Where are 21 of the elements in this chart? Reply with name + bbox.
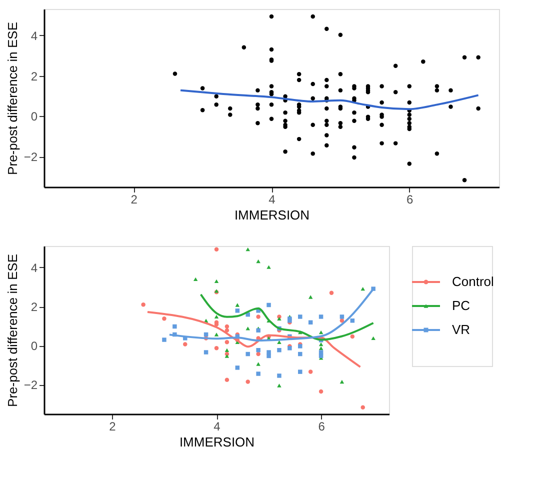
x-axis-title: IMMERSION — [234, 208, 310, 222]
x-tick-label: 4 — [214, 420, 221, 434]
y-tick-label: −2 — [24, 378, 38, 392]
x-tick-label: 2 — [130, 192, 138, 206]
y-tick-label: −2 — [24, 150, 38, 164]
y-tick-label: 0 — [30, 110, 38, 124]
x-tick-label: 6 — [318, 420, 326, 434]
x-tick-label: 6 — [406, 192, 414, 206]
x-tick-label: 2 — [109, 420, 116, 434]
y-tick-label: 4 — [30, 28, 38, 43]
legend-label: VR — [452, 322, 470, 337]
y-tick-label: 2 — [30, 300, 38, 314]
y-tick-label: 2 — [30, 69, 38, 84]
y-axis-title: Pre-post difference in ESE — [4, 254, 20, 407]
x-axis-title: IMMERSION — [179, 434, 255, 450]
y-tick-label: 4 — [30, 260, 38, 275]
y-tick-label: 0 — [30, 339, 38, 354]
y-axis-title: Pre-post difference in ESE — [4, 22, 20, 175]
x-tick-label: 4 — [268, 192, 276, 206]
legend-label: PC — [452, 298, 470, 313]
legend-label: Control — [452, 274, 494, 289]
